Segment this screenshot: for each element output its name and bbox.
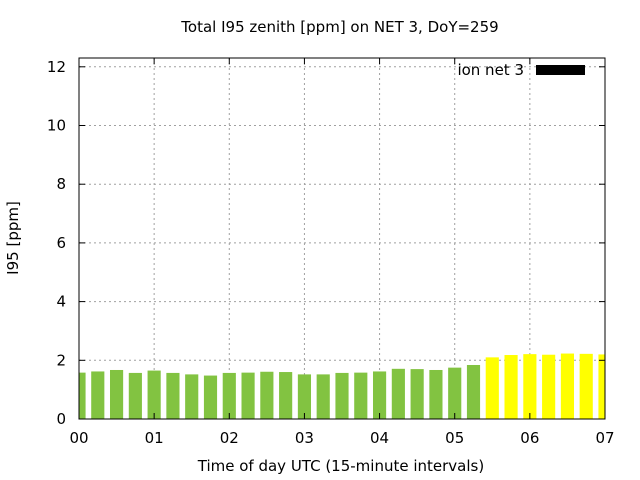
bar: [128, 372, 142, 419]
bar: [79, 372, 86, 419]
bar: [485, 357, 499, 419]
x-tick-labels: 00 01 02 03 04 05 06 07: [69, 429, 614, 447]
legend: ion net 3: [457, 61, 585, 79]
bar: [279, 372, 293, 419]
x-tick-label: 04: [370, 429, 389, 447]
bars: [79, 353, 605, 419]
bar: [429, 369, 443, 419]
y-tick-label: 8: [56, 175, 66, 193]
bar: [523, 354, 537, 419]
bar: [391, 368, 405, 419]
y-tick-label: 2: [56, 351, 66, 369]
legend-label: ion net 3: [457, 61, 524, 79]
y-axis-label: I95 [ppm]: [4, 201, 22, 275]
bar: [222, 372, 236, 419]
y-tick-label: 12: [47, 58, 66, 76]
chart-title: Total I95 zenith [ppm] on NET 3, DoY=259: [180, 18, 498, 36]
legend-swatch: [536, 65, 585, 75]
bar: [316, 374, 330, 419]
x-axis-label: Time of day UTC (15-minute intervals): [197, 457, 484, 475]
bar: [260, 371, 274, 419]
bar: [372, 371, 387, 419]
grid: [79, 58, 605, 419]
bar: [466, 364, 481, 419]
bar: [91, 371, 105, 419]
bar: [241, 372, 255, 419]
bar: [109, 369, 124, 419]
y-tick-labels: 0 2 4 6 8 10 12: [47, 58, 66, 428]
bar: [579, 353, 593, 419]
y-tick-label: 6: [56, 234, 66, 252]
bar: [354, 372, 368, 419]
bar: [297, 374, 312, 419]
y-tick-label: 4: [56, 293, 66, 311]
x-tick-label: 05: [445, 429, 464, 447]
bar: [560, 353, 575, 419]
x-tick-label: 03: [295, 429, 314, 447]
x-tick-label: 01: [145, 429, 164, 447]
x-tick-label: 00: [69, 429, 88, 447]
y-tick-label: 10: [47, 117, 66, 135]
bar: [448, 367, 462, 419]
plot-frame: [78, 57, 606, 420]
x-tick-label: 02: [220, 429, 239, 447]
x-tick-label: 07: [595, 429, 614, 447]
bar: [542, 354, 556, 419]
bar: [504, 355, 518, 419]
y-tick-label: 0: [56, 410, 66, 428]
bar: [598, 354, 605, 419]
bar: [147, 370, 161, 419]
bar: [335, 372, 349, 419]
bar: [203, 375, 218, 419]
bar: [166, 372, 180, 419]
bar: [185, 374, 199, 419]
x-tick-label: 06: [520, 429, 539, 447]
bar: [410, 369, 424, 419]
ticks: [78, 58, 606, 420]
